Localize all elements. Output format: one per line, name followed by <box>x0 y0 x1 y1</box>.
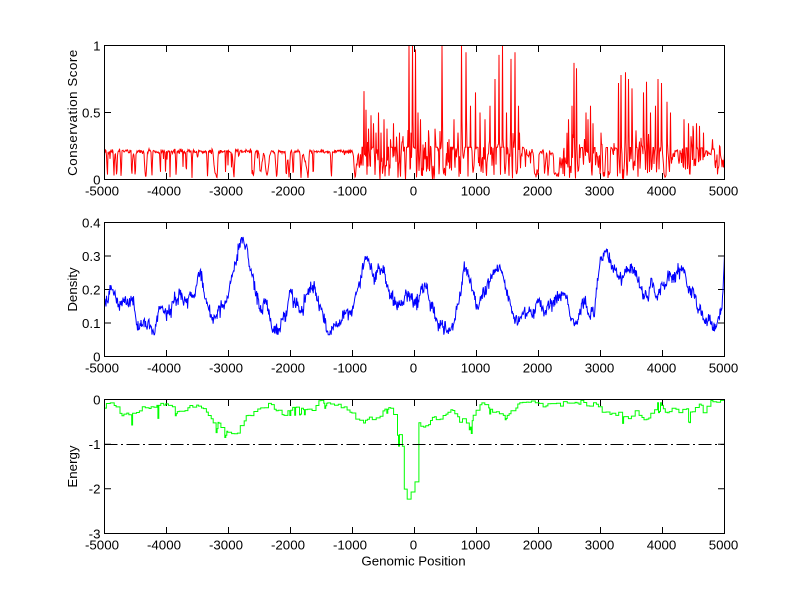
svg-text:0: 0 <box>93 349 100 364</box>
svg-text:-2000: -2000 <box>271 184 305 199</box>
svg-text:-5000: -5000 <box>85 361 119 376</box>
svg-text:Genomic Position: Genomic Position <box>361 553 465 568</box>
svg-text:Conservation Score: Conservation Score <box>65 49 80 176</box>
svg-text:1000: 1000 <box>461 184 491 199</box>
svg-text:4000: 4000 <box>647 184 677 199</box>
svg-text:3000: 3000 <box>585 361 615 376</box>
svg-text:3000: 3000 <box>585 184 615 199</box>
svg-text:-2000: -2000 <box>271 538 305 553</box>
svg-text:-3000: -3000 <box>209 361 243 376</box>
svg-text:0.1: 0.1 <box>82 316 101 331</box>
svg-text:-2000: -2000 <box>271 361 305 376</box>
svg-text:-1000: -1000 <box>333 184 367 199</box>
svg-text:5000: 5000 <box>709 538 739 553</box>
svg-text:0.2: 0.2 <box>82 282 101 297</box>
svg-text:Energy: Energy <box>65 445 80 487</box>
svg-text:1000: 1000 <box>461 361 491 376</box>
svg-text:-5000: -5000 <box>85 184 119 199</box>
svg-text:0: 0 <box>93 392 100 407</box>
svg-text:2000: 2000 <box>523 184 553 199</box>
svg-text:3000: 3000 <box>585 538 615 553</box>
svg-text:0.4: 0.4 <box>82 215 101 230</box>
svg-text:4000: 4000 <box>647 361 677 376</box>
svg-text:-5000: -5000 <box>85 538 119 553</box>
svg-text:0.3: 0.3 <box>82 249 101 264</box>
svg-text:-3000: -3000 <box>209 538 243 553</box>
svg-text:2000: 2000 <box>523 361 553 376</box>
svg-text:1000: 1000 <box>461 538 491 553</box>
svg-text:0: 0 <box>410 361 417 376</box>
svg-text:4000: 4000 <box>647 538 677 553</box>
svg-text:5000: 5000 <box>709 184 739 199</box>
svg-text:-3000: -3000 <box>209 184 243 199</box>
svg-text:-1000: -1000 <box>333 538 367 553</box>
svg-text:0: 0 <box>410 184 417 199</box>
svg-text:0.5: 0.5 <box>82 105 101 120</box>
svg-text:1: 1 <box>93 38 100 53</box>
svg-text:0: 0 <box>410 538 417 553</box>
svg-text:2000: 2000 <box>523 538 553 553</box>
svg-text:-4000: -4000 <box>147 361 181 376</box>
svg-text:Density: Density <box>65 267 80 312</box>
svg-text:-2: -2 <box>89 482 101 497</box>
svg-text:-4000: -4000 <box>147 184 181 199</box>
svg-text:5000: 5000 <box>709 361 739 376</box>
svg-text:0: 0 <box>93 172 100 187</box>
svg-text:-3: -3 <box>89 526 101 541</box>
svg-text:-1000: -1000 <box>333 361 367 376</box>
svg-text:-1: -1 <box>89 437 101 452</box>
svg-text:-4000: -4000 <box>147 538 181 553</box>
